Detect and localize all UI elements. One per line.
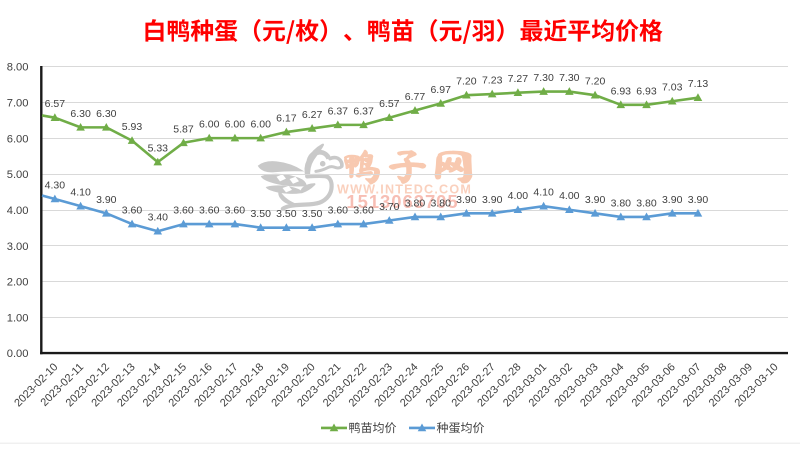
svg-text:3.90: 3.90 xyxy=(96,194,117,206)
svg-text:3.60: 3.60 xyxy=(225,205,246,217)
svg-text:4.00: 4.00 xyxy=(559,190,580,202)
svg-text:1513063705: 1513063705 xyxy=(346,191,458,212)
svg-text:7.03: 7.03 xyxy=(662,82,683,94)
svg-text:4.00: 4.00 xyxy=(7,205,29,217)
svg-text:3.60: 3.60 xyxy=(328,205,349,217)
svg-text:3.90: 3.90 xyxy=(585,194,606,206)
svg-text:6.00: 6.00 xyxy=(225,119,246,131)
svg-text:3.90: 3.90 xyxy=(662,194,683,206)
svg-text:7.27: 7.27 xyxy=(508,73,529,85)
svg-text:3.40: 3.40 xyxy=(148,212,169,224)
svg-text:5.33: 5.33 xyxy=(148,143,169,155)
svg-text:3.80: 3.80 xyxy=(636,197,657,209)
svg-text:3.70: 3.70 xyxy=(379,201,400,213)
svg-text:6.57: 6.57 xyxy=(379,98,400,110)
svg-text:7.30: 7.30 xyxy=(559,72,580,84)
svg-text:6.93: 6.93 xyxy=(636,85,657,97)
svg-text:7.13: 7.13 xyxy=(688,78,709,90)
svg-text:6.97: 6.97 xyxy=(430,84,451,96)
svg-text:6.27: 6.27 xyxy=(302,109,323,121)
svg-text:6.57: 6.57 xyxy=(45,98,66,110)
svg-text:3.90: 3.90 xyxy=(456,194,477,206)
svg-text:0.00: 0.00 xyxy=(7,348,29,360)
svg-text:6.17: 6.17 xyxy=(276,113,297,125)
svg-text:3.90: 3.90 xyxy=(482,194,503,206)
svg-text:5.00: 5.00 xyxy=(7,169,29,181)
svg-text:2.00: 2.00 xyxy=(7,277,29,289)
svg-text:4.10: 4.10 xyxy=(533,187,554,199)
svg-text:6.93: 6.93 xyxy=(611,85,632,97)
svg-text:7.00: 7.00 xyxy=(7,98,29,110)
svg-text:6.30: 6.30 xyxy=(70,108,91,120)
svg-text:6.37: 6.37 xyxy=(353,105,374,117)
svg-text:3.80: 3.80 xyxy=(430,197,451,209)
svg-text:6.37: 6.37 xyxy=(328,105,349,117)
svg-text:7.23: 7.23 xyxy=(482,75,503,87)
svg-text:3.60: 3.60 xyxy=(353,205,374,217)
svg-text:WWW.INTEDC.COM: WWW.INTEDC.COM xyxy=(337,183,472,197)
svg-text:7.20: 7.20 xyxy=(585,76,606,88)
svg-text:6.77: 6.77 xyxy=(405,91,426,103)
svg-text:3.80: 3.80 xyxy=(405,197,426,209)
svg-text:6.00: 6.00 xyxy=(199,119,220,131)
svg-text:7.20: 7.20 xyxy=(456,76,477,88)
svg-text:4.10: 4.10 xyxy=(70,187,91,199)
svg-text:1.00: 1.00 xyxy=(7,312,29,324)
svg-text:3.80: 3.80 xyxy=(611,197,632,209)
svg-text:6.30: 6.30 xyxy=(96,108,117,120)
svg-text:7.30: 7.30 xyxy=(533,72,554,84)
svg-text:3.50: 3.50 xyxy=(250,208,271,220)
svg-text:3.00: 3.00 xyxy=(7,241,29,253)
svg-text:3.50: 3.50 xyxy=(276,208,297,220)
svg-text:3.60: 3.60 xyxy=(199,205,220,217)
svg-text:3.60: 3.60 xyxy=(173,205,194,217)
svg-text:6.00: 6.00 xyxy=(7,133,29,145)
svg-text:3.50: 3.50 xyxy=(302,208,323,220)
svg-text:4.30: 4.30 xyxy=(45,180,66,192)
svg-text:8.00: 8.00 xyxy=(7,62,29,74)
svg-text:3.60: 3.60 xyxy=(122,205,143,217)
svg-text:6.00: 6.00 xyxy=(250,119,271,131)
svg-text:4.00: 4.00 xyxy=(508,190,529,202)
svg-text:3.90: 3.90 xyxy=(688,194,709,206)
svg-text:5.87: 5.87 xyxy=(173,123,194,135)
svg-text:5.93: 5.93 xyxy=(122,121,143,133)
